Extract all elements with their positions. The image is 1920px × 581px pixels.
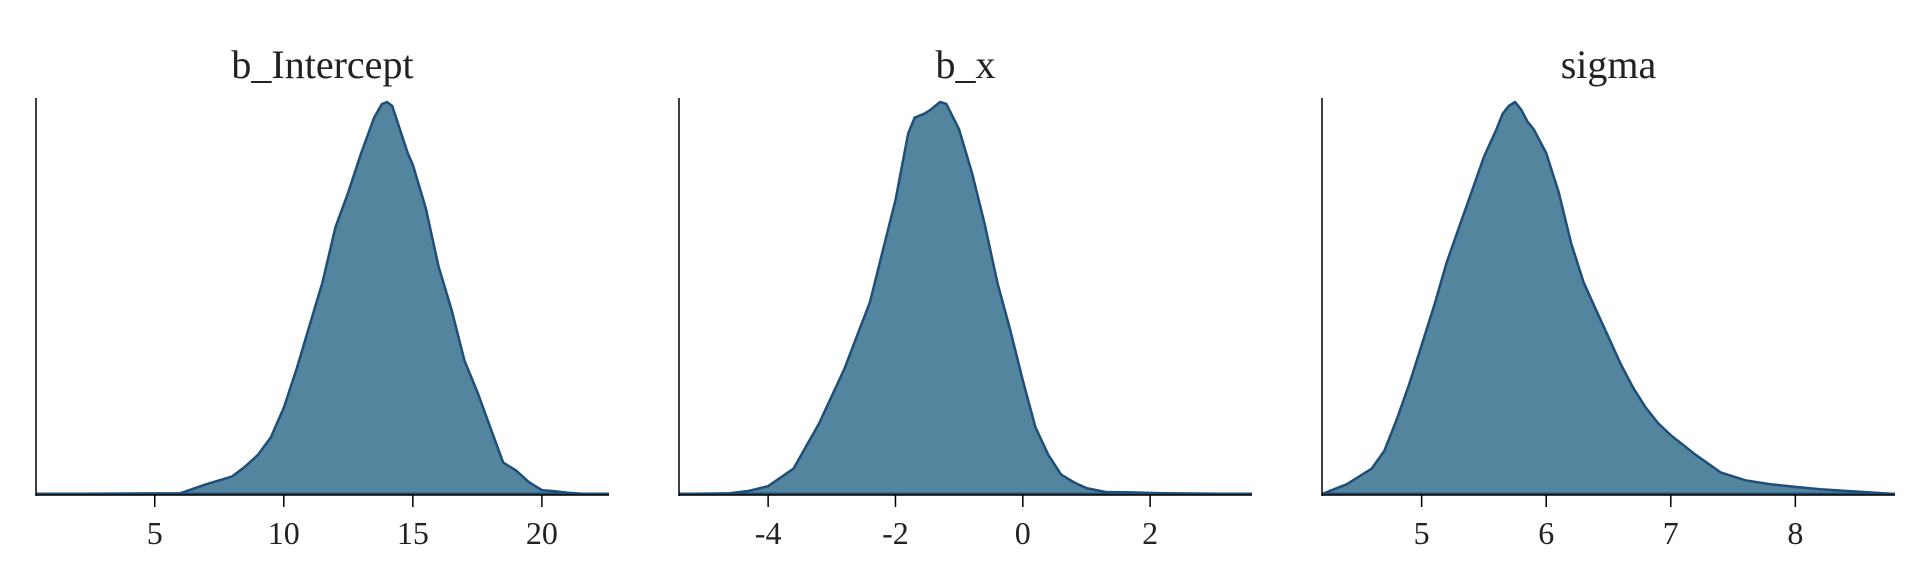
panel-sigma: 5 6 7 8 sigma [1321,42,1896,551]
x-tick-label: 5 [1414,515,1430,551]
density-line-b-intercept [35,100,610,496]
panel-title: sigma [1561,42,1657,87]
panel-b-x: -4 -2 0 2 b_x [678,42,1253,551]
density-line-sigma [1321,100,1896,496]
x-tick-label: 2 [1142,515,1158,551]
density-line-b-x [678,100,1253,496]
density-area-b-intercept [36,102,609,494]
x-tick-label: 6 [1538,515,1554,551]
x-tick-label: 0 [1015,515,1031,551]
panel-title: b_x [936,42,996,87]
x-tick-label: 15 [397,515,429,551]
x-tick-label: 5 [147,515,163,551]
panel-title: b_Intercept [231,42,413,87]
x-tick-label: 8 [1787,515,1803,551]
x-tick-label: 10 [268,515,300,551]
x-tick-label: 20 [526,515,558,551]
density-area-sigma [1322,102,1895,494]
density-area-b-x [679,102,1252,494]
panel-b-intercept: 5 10 15 20 b_Intercept [35,42,610,551]
x-tick-label: -4 [755,515,782,551]
x-tick-label: -2 [882,515,909,551]
x-tick-label: 7 [1663,515,1679,551]
